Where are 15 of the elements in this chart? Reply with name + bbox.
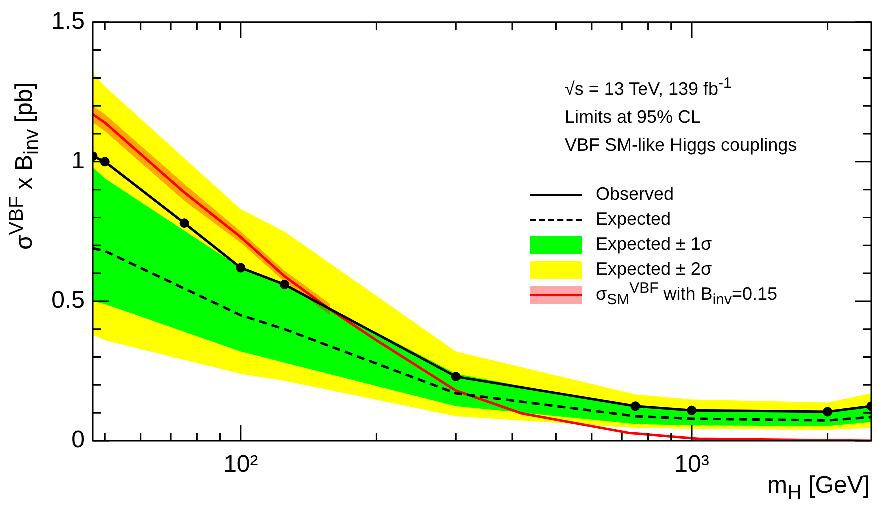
legend-label: Expected ± 1σ xyxy=(596,233,712,256)
legend-label: Expected xyxy=(596,208,672,231)
annotation: VBF SM-like Higgs couplings xyxy=(565,134,798,157)
annotation: Limits at 95% CL xyxy=(565,106,702,129)
y-tick-label: 0.5 xyxy=(52,287,85,314)
y-tick-label: 1 xyxy=(72,148,85,175)
x-axis-title: m$_{H}$ [GeV] xyxy=(768,472,870,505)
legend-label: σ$_{SM}$$^{VBF}$ with B$_{inv}$=0.15 xyxy=(596,280,778,309)
annotation: √s = 13 TeV, 139 fb$^{-1}$ xyxy=(565,74,733,101)
legend-label: Expected ± 2σ xyxy=(596,258,712,281)
legend-label: Observed xyxy=(596,183,674,206)
y-tick-label: 0 xyxy=(72,426,85,454)
x-tick-label: 10² xyxy=(224,451,258,478)
y-tick-label: 1.5 xyxy=(52,8,85,36)
x-tick-label: 10³ xyxy=(674,451,710,478)
